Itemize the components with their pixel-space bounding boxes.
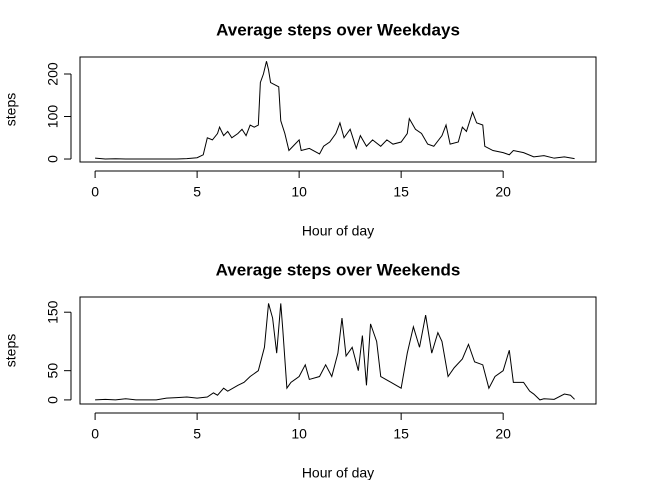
y-tick-label: 0 [45, 155, 61, 163]
y-tick-label: 200 [45, 62, 61, 86]
x-axis-label: Hour of day [302, 223, 374, 239]
x-axis-label: Hour of day [302, 465, 374, 480]
plot-box [79, 56, 597, 163]
x-tick-label: 5 [193, 426, 201, 442]
x-tick-label: 5 [193, 184, 201, 200]
y-axis-label: steps [3, 93, 19, 126]
x-tick-label: 10 [291, 426, 307, 442]
plot-box [79, 296, 597, 405]
chart-title: Average steps over Weekdays [216, 20, 460, 39]
x-tick-label: 15 [393, 184, 409, 200]
y-tick-label: 0 [45, 396, 61, 404]
data-line [95, 61, 575, 160]
x-tick-label: 20 [495, 426, 511, 442]
y-tick-label: 150 [45, 300, 61, 324]
x-tick-label: 20 [495, 184, 511, 200]
y-tick-label: 100 [45, 105, 61, 129]
data-line [95, 303, 575, 401]
x-tick-label: 10 [291, 184, 307, 200]
x-tick-label: 15 [393, 426, 409, 442]
y-tick-label: 50 [45, 363, 61, 379]
chart-title: Average steps over Weekends [216, 260, 461, 279]
y-axis-label: steps [3, 334, 19, 367]
x-tick-label: 0 [91, 426, 99, 442]
x-tick-label: 0 [91, 184, 99, 200]
